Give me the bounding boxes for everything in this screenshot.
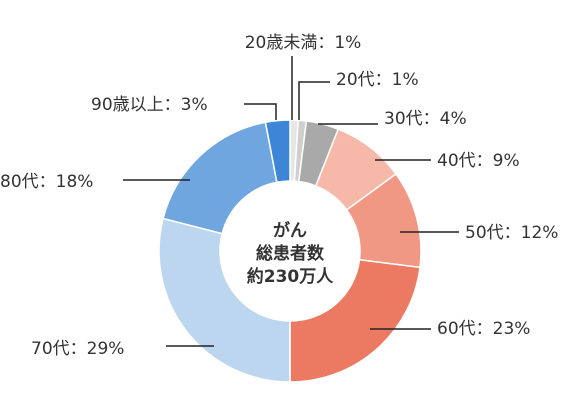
center-text-line-3: 約230万人 <box>247 266 334 287</box>
center-text-line-1: がん <box>273 220 307 241</box>
center-text-line-2: 総患者数 <box>256 243 325 264</box>
slice-label-2: 20代：1% <box>336 70 419 90</box>
slice-label-4: 40代：9% <box>437 151 520 171</box>
slice-label-7: 70代：29% <box>31 339 124 359</box>
slice-6 <box>289 258 421 383</box>
slice-group <box>158 119 422 383</box>
slice-label-1: 20歳未満：1% <box>245 33 362 53</box>
slice-7 <box>158 217 291 383</box>
slice-label-6: 60代：23% <box>437 319 530 339</box>
center-text-group: がん 総患者数 約230万人 <box>247 220 334 287</box>
slice-8 <box>162 121 278 235</box>
leader-line-group <box>123 56 459 347</box>
label-group: 20歳未満：1% 20代：1% 30代：4% 40代：9% 50代：12% 60代：23%… <box>0 33 558 359</box>
slice-label-8: 80代：18% <box>0 172 93 192</box>
slice-9 <box>264 119 291 184</box>
slice-label-9: 90歳以上：3% <box>91 95 208 115</box>
leader-line-2 <box>298 81 330 120</box>
leader-line-9 <box>244 103 277 120</box>
slice-label-3: 30代：4% <box>384 109 467 129</box>
slice-label-5: 50代：12% <box>465 223 558 243</box>
